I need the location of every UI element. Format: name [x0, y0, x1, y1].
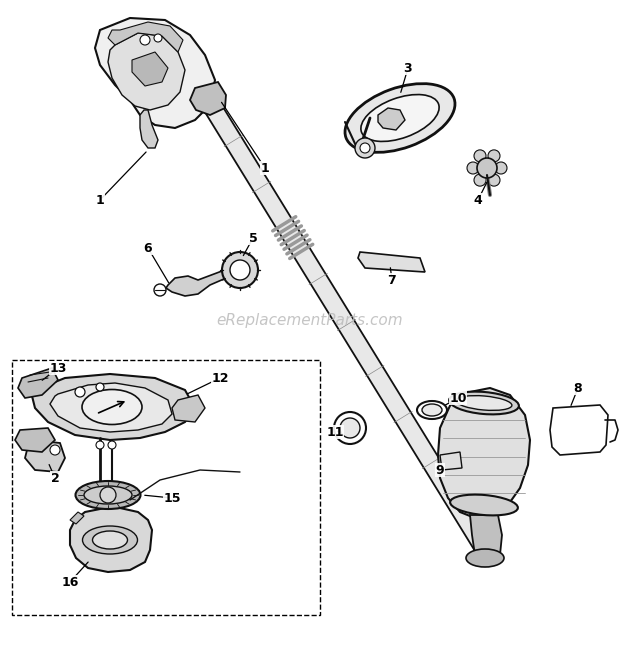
Ellipse shape — [76, 481, 141, 509]
Text: 7: 7 — [388, 274, 396, 287]
Polygon shape — [358, 252, 425, 272]
Circle shape — [360, 143, 370, 153]
Text: 13: 13 — [50, 362, 67, 375]
Ellipse shape — [456, 395, 512, 410]
Circle shape — [488, 174, 500, 186]
Circle shape — [96, 383, 104, 391]
Polygon shape — [108, 33, 185, 110]
Bar — [12, 360, 320, 615]
Circle shape — [50, 445, 60, 455]
Circle shape — [467, 162, 479, 174]
Polygon shape — [132, 52, 168, 86]
Circle shape — [230, 260, 250, 280]
Circle shape — [340, 418, 360, 438]
Text: 4: 4 — [474, 193, 482, 206]
Polygon shape — [15, 428, 55, 452]
Ellipse shape — [422, 404, 442, 416]
Ellipse shape — [82, 526, 138, 554]
Text: 15: 15 — [163, 492, 181, 505]
Text: 2: 2 — [51, 472, 60, 485]
Polygon shape — [25, 440, 65, 472]
Polygon shape — [32, 374, 195, 440]
Polygon shape — [438, 388, 530, 518]
Ellipse shape — [466, 549, 504, 567]
Text: 8: 8 — [574, 382, 582, 395]
Polygon shape — [70, 508, 152, 572]
Polygon shape — [166, 255, 248, 296]
Polygon shape — [70, 512, 84, 524]
Circle shape — [222, 252, 258, 288]
Polygon shape — [470, 515, 502, 560]
Text: 5: 5 — [249, 232, 257, 245]
Ellipse shape — [345, 83, 455, 153]
Ellipse shape — [417, 401, 447, 419]
Polygon shape — [172, 395, 205, 422]
Circle shape — [474, 150, 486, 162]
Text: 12: 12 — [211, 371, 229, 384]
Polygon shape — [108, 22, 183, 52]
Ellipse shape — [449, 391, 519, 414]
Circle shape — [100, 487, 116, 503]
Circle shape — [495, 162, 507, 174]
Circle shape — [75, 387, 85, 397]
Circle shape — [154, 34, 162, 42]
Circle shape — [96, 441, 104, 449]
Text: 1: 1 — [260, 162, 269, 175]
Polygon shape — [140, 110, 158, 148]
Text: eReplacementParts.com: eReplacementParts.com — [216, 313, 404, 328]
Ellipse shape — [84, 486, 132, 504]
Text: 6: 6 — [144, 241, 153, 254]
Text: 3: 3 — [404, 61, 412, 74]
Circle shape — [334, 412, 366, 444]
Polygon shape — [440, 452, 462, 470]
Text: 11: 11 — [326, 426, 343, 439]
Polygon shape — [95, 18, 215, 128]
Polygon shape — [197, 91, 495, 560]
Text: 16: 16 — [61, 575, 79, 589]
Text: 9: 9 — [436, 463, 445, 476]
Circle shape — [108, 441, 116, 449]
Polygon shape — [18, 368, 58, 398]
Polygon shape — [378, 108, 405, 130]
Ellipse shape — [82, 389, 142, 424]
Text: 1: 1 — [95, 193, 104, 206]
Ellipse shape — [92, 531, 128, 549]
Ellipse shape — [361, 94, 439, 142]
Circle shape — [140, 35, 150, 45]
Ellipse shape — [450, 494, 518, 516]
Circle shape — [355, 138, 375, 158]
Circle shape — [154, 284, 166, 296]
Text: 10: 10 — [450, 391, 467, 404]
Circle shape — [488, 150, 500, 162]
Circle shape — [477, 158, 497, 178]
Polygon shape — [50, 383, 172, 432]
Circle shape — [474, 174, 486, 186]
Polygon shape — [190, 82, 226, 115]
